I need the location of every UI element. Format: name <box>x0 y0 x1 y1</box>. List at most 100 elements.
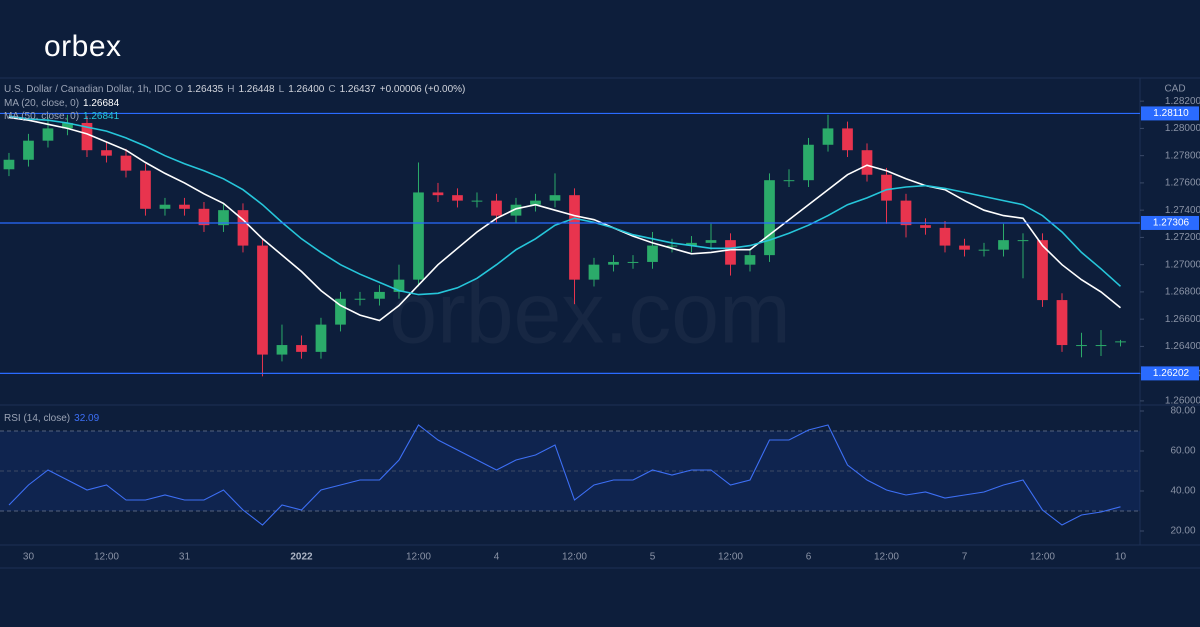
candle-body <box>705 240 717 243</box>
x-tick-label: 31 <box>179 552 191 563</box>
y-tick-label: 1.26400 <box>1165 341 1200 352</box>
y-tick-label: 1.27800 <box>1165 150 1200 161</box>
candle-body <box>1056 300 1068 346</box>
x-tick-label: 12:00 <box>1030 552 1055 563</box>
candle-body <box>530 200 541 205</box>
change: +0.00006 (+0.00%) <box>379 84 466 95</box>
candle-body <box>315 324 327 352</box>
logo: orbex <box>44 30 122 63</box>
level-label-box <box>1141 366 1199 381</box>
candle-body <box>1095 345 1107 347</box>
y-tick-label: 1.28000 <box>1165 123 1200 134</box>
candle-body <box>1017 240 1029 242</box>
candle-body <box>296 345 307 352</box>
line-series <box>8 424 1121 526</box>
y-tick-label: 1.28200 <box>1165 96 1200 107</box>
candle-body <box>159 204 171 209</box>
y-tick-label: 20.00 <box>1170 526 1195 537</box>
candle-body <box>237 210 249 246</box>
candle-body <box>588 264 600 280</box>
legend-value: 1.26841 <box>83 111 120 122</box>
candle-body <box>510 204 522 216</box>
ohlc-value: 1.26400 <box>288 84 325 95</box>
candle-body <box>198 208 210 226</box>
candle-body <box>608 261 619 265</box>
legend-value: 32.09 <box>74 413 100 424</box>
candle-body <box>666 245 678 247</box>
x-tick-label: 5 <box>650 552 656 563</box>
candle-body <box>822 128 834 145</box>
level-label-box <box>1141 106 1199 121</box>
y-tick-label: 1.27600 <box>1165 178 1200 189</box>
candle-body <box>413 192 424 280</box>
ma-legend: MA (20, close, 0) 1.26684 <box>4 98 123 109</box>
candle-body <box>23 140 34 160</box>
legend-name: RSI (14, close) <box>4 413 71 424</box>
candle-body <box>569 195 580 280</box>
y-tick-label: 1.27200 <box>1165 232 1200 243</box>
candle-body <box>491 200 502 216</box>
x-tick-label: 12:00 <box>874 552 899 563</box>
legend-name: MA (20, close, 0) <box>4 98 80 109</box>
candle-body <box>393 279 405 292</box>
x-tick-label: 4 <box>494 552 500 563</box>
ohlc-key: L <box>278 84 285 95</box>
x-tick-label: 12:00 <box>94 552 119 563</box>
candle-body <box>647 245 658 262</box>
candle-body <box>3 159 15 170</box>
candle-body <box>257 245 268 355</box>
candle-body <box>374 291 385 299</box>
candle-body <box>978 249 990 251</box>
watermark: orbex.com <box>389 266 791 362</box>
ma-legend: MA (50, close, 0) 1.26841 <box>4 111 123 122</box>
level-label: 1.27306 <box>1153 218 1190 229</box>
candle-body <box>140 170 151 209</box>
candle-body <box>939 227 951 246</box>
candle-body <box>276 345 288 355</box>
y-tick-label: 1.27000 <box>1165 259 1200 270</box>
rsi-legend: RSI (14, close) 32.09 <box>4 413 103 424</box>
candle-body <box>120 155 132 171</box>
candle-body <box>686 242 697 246</box>
x-tick-label: 7 <box>962 552 968 563</box>
ohlc-key: C <box>328 84 336 95</box>
ohlc-value: 1.26437 <box>339 84 376 95</box>
candle-body <box>452 195 463 201</box>
candle-body <box>42 128 54 141</box>
ohlc-value: 1.26435 <box>187 84 224 95</box>
level-label: 1.26202 <box>1153 368 1190 379</box>
candle-body <box>1037 240 1048 301</box>
legend-value: 1.26684 <box>83 98 120 109</box>
candle-body <box>549 195 561 201</box>
y-tick-label: 1.26800 <box>1165 287 1200 298</box>
candle-body <box>179 204 190 209</box>
y-tick-label: 60.00 <box>1170 446 1195 457</box>
x-tick-label: 30 <box>23 552 35 563</box>
candle-body <box>881 174 892 201</box>
candle-body <box>1115 341 1126 343</box>
x-tick-label: 12:00 <box>718 552 743 563</box>
candle-body <box>354 298 366 300</box>
y-tick-label: 1.26600 <box>1165 314 1200 325</box>
candle-body <box>81 122 93 151</box>
chart-title: U.S. Dollar / Canadian Dollar, 1h, IDC <box>4 84 172 95</box>
currency-label: CAD <box>1164 84 1185 95</box>
candle-body <box>783 180 795 182</box>
candle-body <box>335 298 346 325</box>
x-tick-label: 10 <box>1115 552 1127 563</box>
candle-body <box>218 210 229 226</box>
candle-body <box>62 122 73 129</box>
candle-body <box>959 245 970 250</box>
candle-body <box>842 128 853 151</box>
level-label: 1.28110 <box>1153 108 1189 119</box>
candle-body <box>471 200 483 202</box>
candle-body <box>432 192 444 196</box>
price-legend: U.S. Dollar / Canadian Dollar, 1h, IDC O 1… <box>4 84 469 95</box>
line-series <box>8 115 1122 296</box>
candle-body <box>764 180 775 256</box>
candle-body <box>803 144 814 181</box>
y-tick-label: 40.00 <box>1170 486 1195 497</box>
ohlc-key: H <box>227 84 235 95</box>
